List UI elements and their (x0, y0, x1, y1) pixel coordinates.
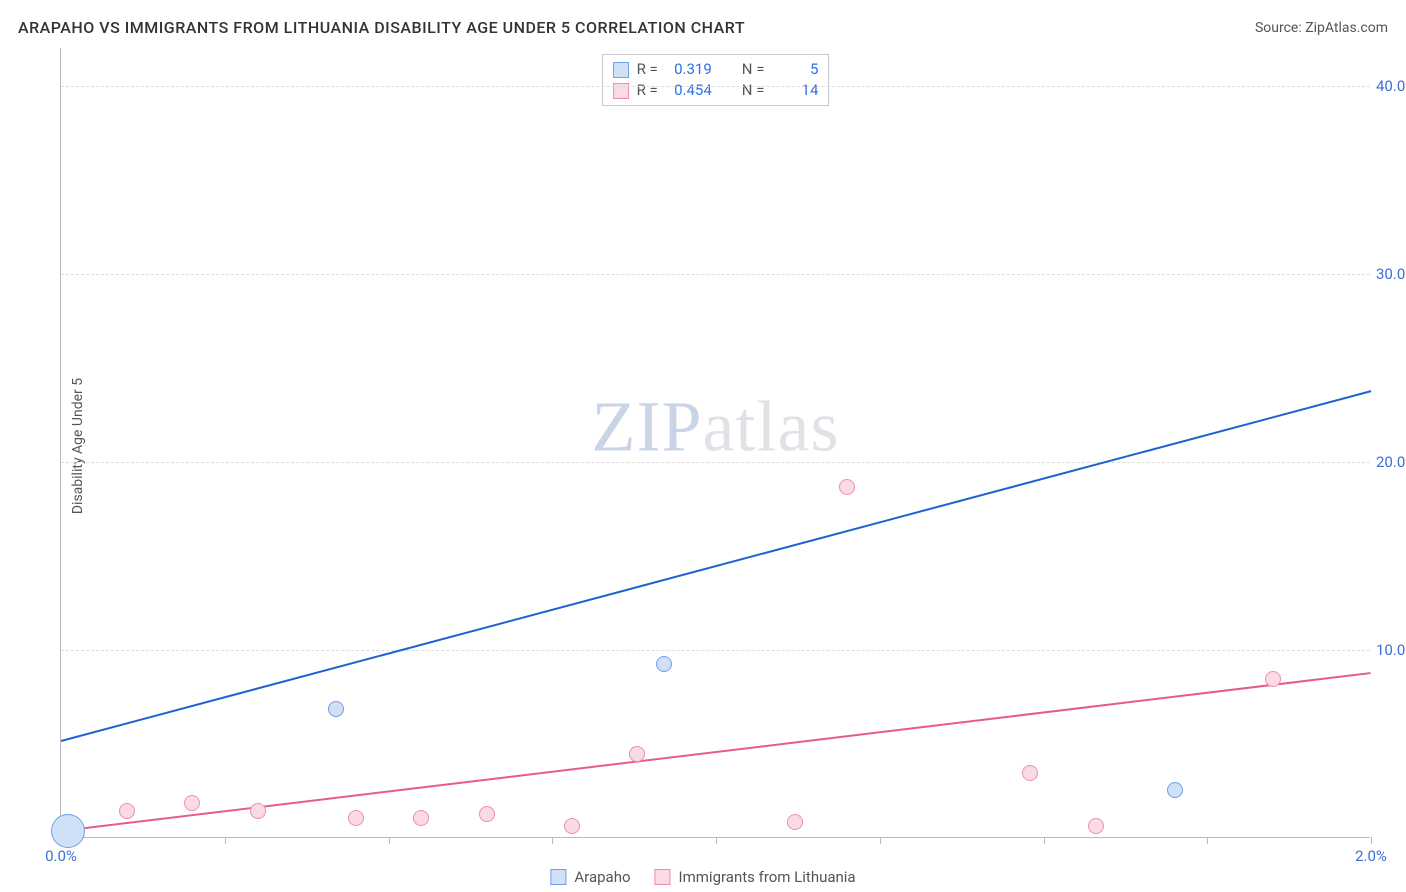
y-tick-label: 20.0% (1376, 453, 1406, 471)
stats-r-label: R = (637, 59, 658, 80)
x-tick-label: 0.0% (45, 847, 77, 865)
legend-item: Immigrants from Lithuania (655, 868, 856, 886)
data-point (413, 810, 429, 826)
data-point (629, 746, 645, 762)
series-legend: Arapaho Immigrants from Lithuania (550, 868, 855, 886)
legend-label: Immigrants from Lithuania (679, 868, 856, 886)
data-point (479, 806, 495, 822)
gridline (61, 462, 1370, 463)
x-tick (552, 837, 553, 844)
stats-legend: R = 0.319 N = 5 R = 0.454 N = 14 (602, 54, 830, 106)
stats-n-label: N = (742, 59, 765, 80)
legend-item: Arapaho (550, 868, 630, 886)
data-point (184, 795, 200, 811)
watermark-atlas: atlas (703, 386, 840, 466)
x-tick (1207, 837, 1208, 844)
data-point (1022, 765, 1038, 781)
legend-swatch (613, 62, 629, 78)
x-tick (225, 837, 226, 844)
data-point (1167, 782, 1183, 798)
gridline (61, 274, 1370, 275)
source-label: Source: ZipAtlas.com (1255, 20, 1388, 36)
stats-r-label: R = (637, 80, 658, 101)
legend-label: Arapaho (574, 868, 630, 886)
stats-r-value: 0.319 (666, 59, 712, 80)
watermark-zip: ZIP (592, 386, 703, 466)
data-point (839, 479, 855, 495)
data-point (51, 814, 85, 848)
x-tick (1371, 837, 1372, 844)
data-point (348, 810, 364, 826)
stats-n-value: 14 (772, 80, 818, 101)
chart-plot-area: ZIPatlas R =0.319N =5R =0.454N =14 10.0%… (60, 48, 1370, 838)
x-tick (389, 837, 390, 844)
watermark: ZIPatlas (592, 385, 840, 468)
y-tick-label: 30.0% (1376, 265, 1406, 283)
stats-n-value: 5 (772, 59, 818, 80)
x-tick (1044, 837, 1045, 844)
stats-r-value: 0.454 (666, 80, 712, 101)
y-tick-label: 10.0% (1376, 641, 1406, 659)
data-point (787, 814, 803, 830)
stats-row: R = 0.319 N = 5 (613, 59, 819, 80)
gridline (61, 86, 1370, 87)
data-point (250, 803, 266, 819)
chart-title: ARAPAHO VS IMMIGRANTS FROM LITHUANIA DIS… (18, 18, 745, 37)
data-point (1265, 671, 1281, 687)
gridline (61, 650, 1370, 651)
data-point (564, 818, 580, 834)
data-point (656, 656, 672, 672)
stats-row: R = 0.454 N = 14 (613, 80, 819, 101)
x-tick (716, 837, 717, 844)
x-tick-label: 2.0% (1355, 847, 1387, 865)
data-point (1088, 818, 1104, 834)
legend-swatch (655, 869, 671, 885)
trend-line (61, 390, 1372, 742)
x-tick (880, 837, 881, 844)
legend-swatch (550, 869, 566, 885)
stats-n-label: N = (742, 80, 765, 101)
y-tick-label: 40.0% (1376, 77, 1406, 95)
data-point (119, 803, 135, 819)
data-point (328, 701, 344, 717)
